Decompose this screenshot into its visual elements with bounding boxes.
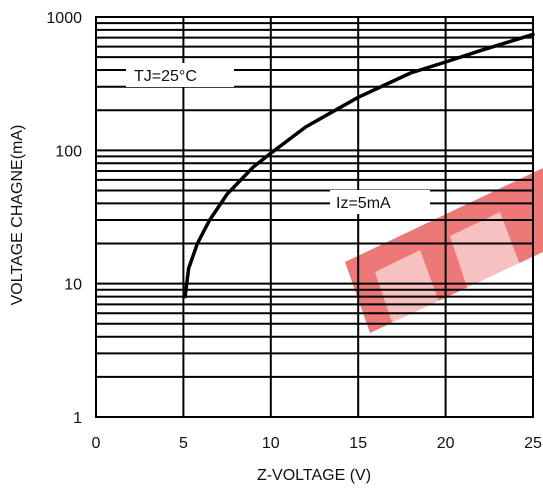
y-tick-labels: 1 10 100 1000 [46, 10, 82, 427]
x-axis-label: Z-VOLTAGE (V) [257, 467, 371, 484]
x-tick-label: 20 [437, 435, 455, 452]
x-tick-label: 5 [179, 435, 188, 452]
annotation-iz: Iz=5mA [336, 195, 391, 212]
y-tick-label: 1 [73, 410, 82, 427]
annotation-tj-background [126, 63, 234, 87]
x-tick-label: 10 [262, 435, 280, 452]
x-tick-label: 25 [524, 435, 542, 452]
series-line [183, 32, 535, 299]
x-tick-label: 15 [349, 435, 367, 452]
y-tick-label: 100 [55, 143, 82, 160]
annotation-iz-background [330, 190, 430, 214]
y-axis-label: VOLTAGE CHAGNE(mA) [9, 125, 26, 306]
x-tick-label: 0 [92, 435, 101, 452]
x-tick-labels: 0 5 10 15 20 25 [92, 435, 542, 452]
watermark-logo [345, 168, 543, 340]
y-tick-label: 1000 [46, 10, 82, 27]
annotation-tj: TJ=25°C [134, 68, 197, 85]
y-tick-label: 10 [64, 277, 82, 294]
grid-lines [96, 17, 533, 417]
plot-frame [95, 16, 534, 418]
